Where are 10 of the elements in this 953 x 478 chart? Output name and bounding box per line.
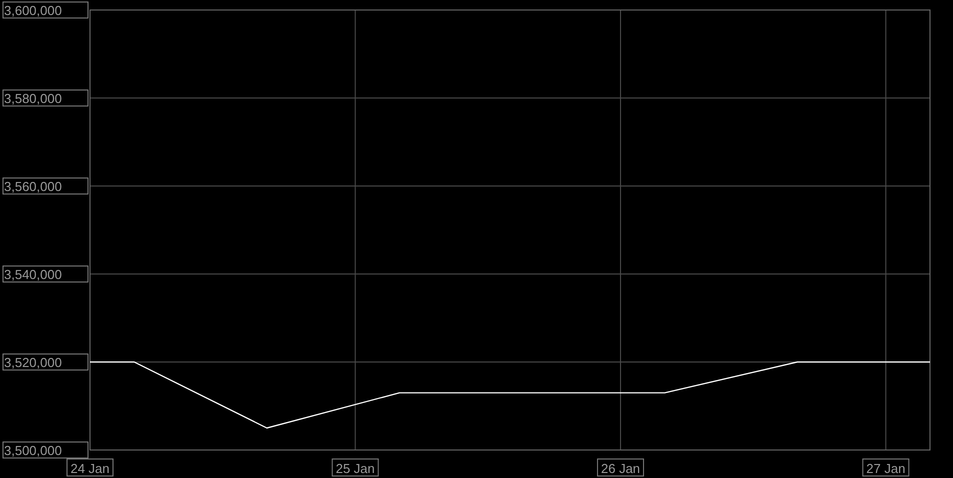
y-tick-label: 3,580,000 <box>4 91 62 106</box>
x-tick-label: 25 Jan <box>336 461 375 476</box>
x-tick-label: 27 Jan <box>866 461 906 476</box>
x-tick-label: 24 Jan <box>70 461 110 476</box>
y-tick-label: 3,600,000 <box>4 3 62 18</box>
y-tick-label: 3,520,000 <box>4 355 62 370</box>
y-tick-label: 3,540,000 <box>4 267 62 282</box>
x-tick-label: 26 Jan <box>601 461 640 476</box>
y-tick-label: 3,560,000 <box>4 179 62 194</box>
y-tick-label: 3,500,000 <box>4 443 62 458</box>
